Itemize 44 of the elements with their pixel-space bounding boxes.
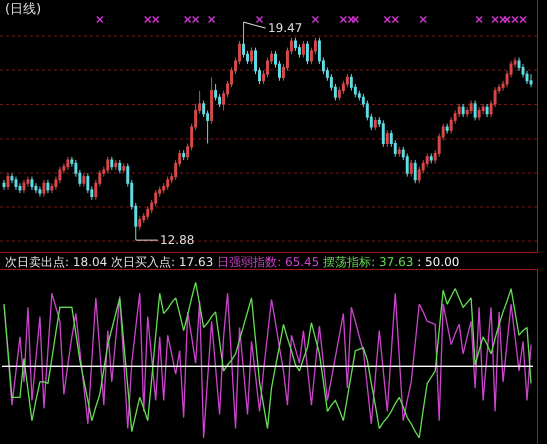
candlestick xyxy=(122,162,126,174)
candlestick xyxy=(302,40,305,58)
candlestick xyxy=(30,176,34,190)
candlestick xyxy=(410,160,413,178)
candlestick xyxy=(398,146,401,158)
candlestick xyxy=(114,160,118,170)
candlestick xyxy=(470,100,473,114)
candlestick xyxy=(38,186,42,197)
candlestick xyxy=(106,156,110,174)
candlestick xyxy=(46,179,50,194)
candlestick xyxy=(486,103,489,118)
candlestick xyxy=(430,152,433,164)
candlestick xyxy=(110,156,114,170)
candlestick xyxy=(474,100,477,121)
candlestick xyxy=(42,179,46,197)
candlestick xyxy=(386,130,389,148)
candlestick xyxy=(530,74,532,88)
candlestick xyxy=(22,179,26,194)
text: 日强弱指数: 65.45 xyxy=(217,255,320,269)
candlestick xyxy=(66,156,70,170)
candlestick xyxy=(210,76,214,124)
candlestick xyxy=(250,47,254,65)
candlestick xyxy=(138,216,142,230)
annotation: 19.47 xyxy=(268,21,302,35)
candlestick xyxy=(82,172,86,188)
candlestick xyxy=(462,103,465,118)
candlestick xyxy=(374,116,377,131)
candlestick xyxy=(118,160,122,174)
chart-title: (日线) xyxy=(5,2,42,17)
candlestick xyxy=(14,176,18,190)
candlestick xyxy=(182,150,186,161)
candlestick xyxy=(6,172,10,190)
candlestick xyxy=(446,123,449,134)
text: 次日买入点: 17.63 xyxy=(111,255,214,269)
candlestick xyxy=(2,179,6,190)
candlestick xyxy=(166,176,170,190)
candlestick xyxy=(306,40,309,65)
text: : 50.00 xyxy=(417,255,460,269)
text: 次日卖出点: 18.04 xyxy=(5,255,108,269)
candlestick xyxy=(382,120,385,148)
candlestick xyxy=(414,160,417,184)
text: 摆荡指标: 37.63 xyxy=(323,255,414,269)
annotation: 12.88 xyxy=(160,233,194,247)
candlestick xyxy=(478,106,481,121)
